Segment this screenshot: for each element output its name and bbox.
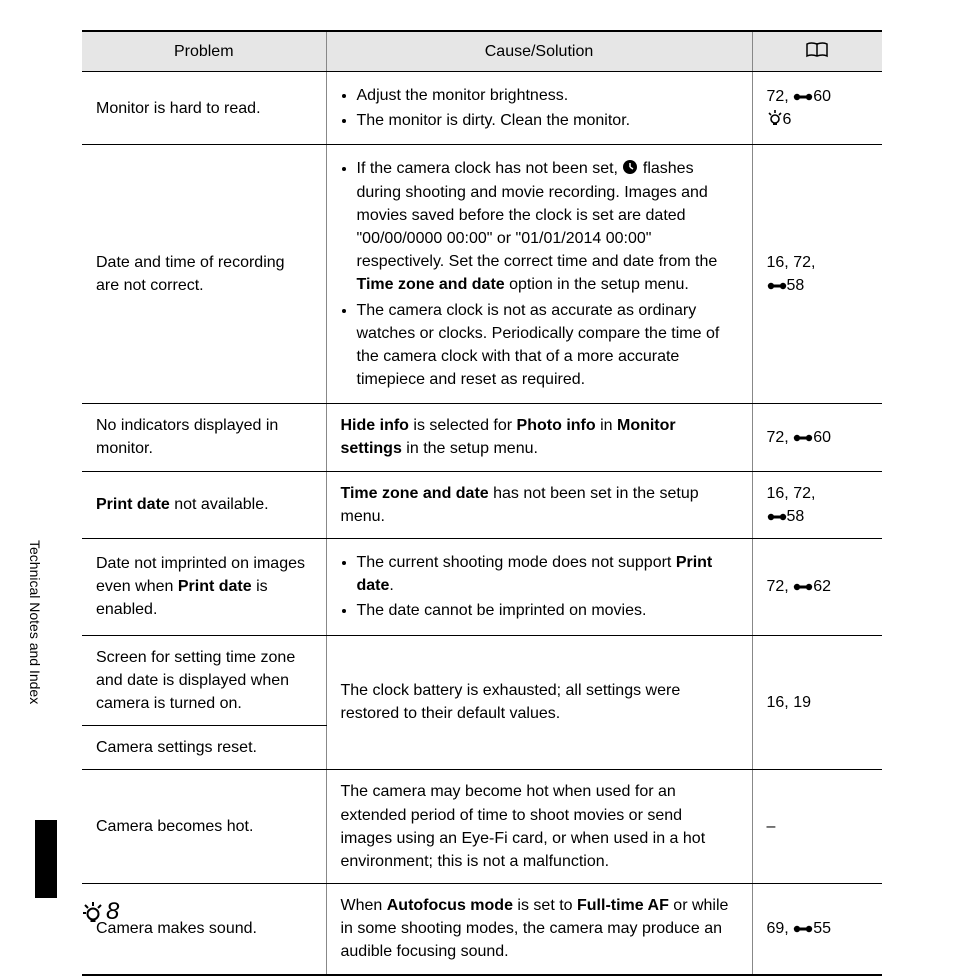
ref-text: 72, bbox=[767, 88, 794, 105]
table-row: Date and time of recording are not corre… bbox=[82, 145, 882, 404]
link-icon bbox=[793, 923, 813, 935]
list-item: If the camera clock has not been set, fl… bbox=[357, 157, 738, 296]
cell-cause: Adjust the monitor brightness. The monit… bbox=[326, 72, 752, 145]
text-bold: Photo info bbox=[517, 417, 596, 434]
ref-num: 62 bbox=[813, 578, 831, 595]
table-row: Screen for setting time zone and date is… bbox=[82, 635, 882, 726]
page-footer: 8 bbox=[82, 898, 119, 926]
list-item: The camera clock is not as accurate as o… bbox=[357, 299, 738, 392]
bulb-icon bbox=[767, 110, 783, 126]
th-ref bbox=[752, 31, 882, 72]
th-problem: Problem bbox=[82, 31, 326, 72]
link-icon bbox=[793, 91, 813, 103]
table-row: Print date not available. Time zone and … bbox=[82, 471, 882, 538]
text: not available. bbox=[170, 496, 269, 513]
table-row: Camera makes sound. When Autofocus mode … bbox=[82, 884, 882, 975]
table-row: Monitor is hard to read. Adjust the moni… bbox=[82, 72, 882, 145]
list-item: The date cannot be imprinted on movies. bbox=[357, 599, 738, 622]
text-bold: Time zone and date bbox=[357, 276, 505, 293]
ref-num: 58 bbox=[787, 508, 805, 525]
cell-problem: Monitor is hard to read. bbox=[82, 72, 326, 145]
text-bold: Full-time AF bbox=[577, 897, 669, 914]
text: in the setup menu. bbox=[402, 440, 538, 457]
link-icon bbox=[793, 432, 813, 444]
cell-problem: Screen for setting time zone and date is… bbox=[82, 635, 326, 726]
cell-cause: When Autofocus mode is set to Full-time … bbox=[326, 884, 752, 975]
cell-cause: The current shooting mode does not suppo… bbox=[326, 539, 752, 636]
link-icon bbox=[793, 581, 813, 593]
page-number: 8 bbox=[106, 898, 119, 926]
cell-ref: 16, 19 bbox=[752, 635, 882, 770]
link-icon bbox=[767, 280, 787, 292]
ref-text: 72, bbox=[767, 578, 794, 595]
troubleshooting-table: Problem Cause/Solution Monitor is hard t… bbox=[82, 30, 882, 976]
ref-text: 16, 72, bbox=[767, 485, 816, 502]
table-row: Camera becomes hot. The camera may becom… bbox=[82, 770, 882, 884]
cell-ref: 72, 60 bbox=[752, 404, 882, 471]
text-bold: Autofocus mode bbox=[387, 897, 513, 914]
cell-ref: 16, 72, 58 bbox=[752, 145, 882, 404]
cell-ref: 69, 55 bbox=[752, 884, 882, 975]
text-bold: Print date bbox=[178, 578, 252, 595]
book-icon bbox=[806, 42, 828, 58]
text: When bbox=[341, 897, 387, 914]
cell-ref: 16, 72, 58 bbox=[752, 471, 882, 538]
cell-problem: Camera becomes hot. bbox=[82, 770, 326, 884]
cell-cause: The camera may become hot when used for … bbox=[326, 770, 752, 884]
ref-text: 16, 72, bbox=[767, 254, 816, 271]
ref-text: 69, bbox=[767, 920, 794, 937]
text-bold: Print date bbox=[96, 496, 170, 513]
list-item: Adjust the monitor brightness. bbox=[357, 84, 738, 107]
cell-ref: 72, 60 6 bbox=[752, 72, 882, 145]
text: option in the setup menu. bbox=[505, 276, 689, 293]
cell-cause: The clock battery is exhausted; all sett… bbox=[326, 635, 752, 770]
list-item: The current shooting mode does not suppo… bbox=[357, 551, 738, 597]
cell-ref: 72, 62 bbox=[752, 539, 882, 636]
cell-problem: Camera settings reset. bbox=[82, 726, 326, 770]
cell-problem: Date and time of recording are not corre… bbox=[82, 145, 326, 404]
section-side-label: Technical Notes and Index bbox=[27, 540, 43, 704]
ref-num: 60 bbox=[813, 88, 831, 105]
link-icon bbox=[767, 511, 787, 523]
ref-num: 55 bbox=[813, 920, 831, 937]
cell-problem: No indicators displayed in monitor. bbox=[82, 404, 326, 471]
cell-ref: – bbox=[752, 770, 882, 884]
ref-num: 60 bbox=[813, 429, 831, 446]
text: is set to bbox=[513, 897, 577, 914]
text-bold: Hide info bbox=[341, 417, 409, 434]
ref-num: 6 bbox=[783, 111, 792, 128]
text: If the camera clock has not been set, bbox=[357, 160, 623, 177]
cell-cause: Time zone and date has not been set in t… bbox=[326, 471, 752, 538]
text: The current shooting mode does not suppo… bbox=[357, 554, 676, 571]
bulb-icon bbox=[82, 901, 104, 923]
cell-cause: Hide info is selected for Photo info in … bbox=[326, 404, 752, 471]
text-bold: Time zone and date bbox=[341, 485, 489, 502]
cell-cause: If the camera clock has not been set, fl… bbox=[326, 145, 752, 404]
cell-problem: Date not imprinted on images even when P… bbox=[82, 539, 326, 636]
ref-text: 72, bbox=[767, 429, 794, 446]
ref-num: 58 bbox=[787, 277, 805, 294]
cell-problem: Print date not available. bbox=[82, 471, 326, 538]
side-tab bbox=[35, 820, 57, 898]
text: in bbox=[596, 417, 617, 434]
table-row: Date not imprinted on images even when P… bbox=[82, 539, 882, 636]
table-row: No indicators displayed in monitor. Hide… bbox=[82, 404, 882, 471]
th-cause: Cause/Solution bbox=[326, 31, 752, 72]
list-item: The monitor is dirty. Clean the monitor. bbox=[357, 109, 738, 132]
text: is selected for bbox=[409, 417, 517, 434]
clock-icon bbox=[622, 159, 638, 175]
text: . bbox=[389, 577, 393, 594]
